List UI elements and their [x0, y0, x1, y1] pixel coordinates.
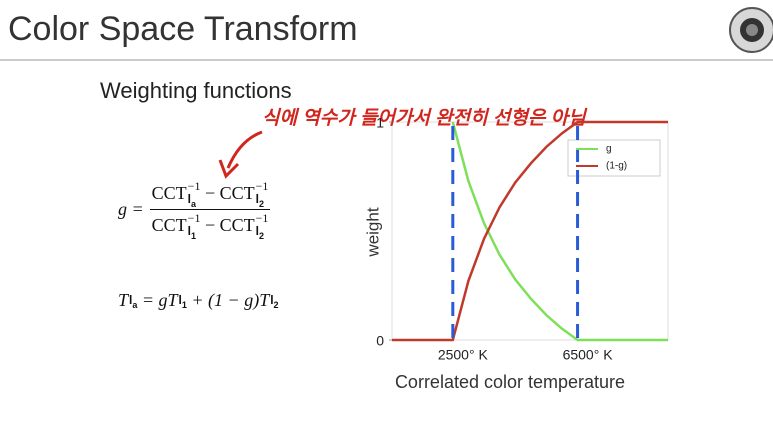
- y-axis-label: weight: [363, 207, 382, 257]
- term-scripts: −1 l2: [255, 179, 269, 210]
- term-sub: la: [129, 292, 138, 310]
- term-scripts: −1 l2: [255, 211, 269, 242]
- x-tick-label: 6500° K: [563, 347, 614, 363]
- term-base: T: [118, 290, 129, 310]
- term-base: = gT: [137, 290, 178, 310]
- x-tick-label: 2500° K: [438, 347, 489, 363]
- term-sup: −1: [255, 211, 269, 225]
- term-sub-letter: l: [178, 292, 182, 307]
- term-subsub: 2: [258, 199, 264, 209]
- y-tick-label: 1: [376, 115, 384, 131]
- term-subsub: 2: [258, 231, 264, 241]
- annotation: 식에 역수가 들어가서 완전히 선형은 아님: [262, 107, 588, 129]
- term-base: CCT: [151, 183, 187, 203]
- plot-frame: [391, 121, 669, 341]
- subtitle: Weighting functions: [100, 78, 292, 103]
- term-scripts: la: [129, 292, 138, 310]
- g-formula: g = CCT −1 la − CCT −1 l2 CCT −1 l1 − CCT −1 l2: [118, 178, 271, 242]
- term-subsub: 1: [191, 231, 197, 241]
- legend-box: [567, 139, 661, 177]
- term-base: − CCT: [200, 215, 255, 235]
- term-sub-letter: l: [129, 292, 133, 307]
- y-tick-label: 0: [376, 333, 384, 349]
- term-sub-letter: l: [255, 192, 259, 206]
- formula-term: CCT −1 l1: [151, 211, 201, 242]
- term-sub: la: [187, 192, 201, 210]
- logo: [729, 7, 773, 53]
- term-subsub: a: [132, 299, 138, 310]
- term-sub: l1: [178, 292, 187, 310]
- term-subsub: 1: [181, 299, 187, 310]
- term-sub: l2: [255, 192, 269, 210]
- term-base: + (1 − g)T: [186, 290, 270, 310]
- term-scripts: l2: [270, 292, 279, 310]
- term-sub-letter: l: [255, 224, 259, 238]
- term-subsub: 2: [273, 299, 279, 310]
- term-sub: l1: [187, 224, 201, 242]
- annotation-arrow: [226, 130, 263, 169]
- series-line: [392, 120, 668, 342]
- term-sub: l2: [270, 292, 279, 310]
- term-sub-letter: l: [187, 224, 192, 238]
- denominator: CCT −1 l1 − CCT −1 l2: [150, 210, 271, 242]
- term-sup: −1: [187, 211, 201, 225]
- formula-term: − CCT −1 l2: [200, 211, 269, 242]
- term-scripts: −1 la: [187, 179, 201, 210]
- formula-term: = gT l1: [137, 290, 187, 311]
- slide-title: Color Space Transform: [8, 10, 358, 48]
- term-scripts: −1 l1: [187, 211, 201, 242]
- term-sub: l2: [255, 224, 269, 242]
- formula-term: − CCT −1 l2: [200, 179, 269, 210]
- x-axis-label: Correlated color temperature: [395, 372, 625, 392]
- term-sup: −1: [255, 179, 269, 193]
- numerator: CCT −1 la − CCT −1 l2: [149, 178, 271, 210]
- term-base: CCT: [151, 215, 187, 235]
- formula-term: CCT −1 la: [151, 179, 201, 210]
- annotation-arrowhead: [218, 159, 240, 179]
- series-line: [451, 121, 668, 342]
- formula-term: + (1 − g)T l2: [186, 290, 279, 311]
- term-subsub: a: [191, 199, 197, 209]
- term-sup: −1: [187, 179, 201, 193]
- term-sub-letter: l: [270, 292, 274, 307]
- term-sub-letter: l: [187, 192, 192, 206]
- legend-label: (1-g): [606, 161, 627, 172]
- legend-label: g: [606, 144, 612, 155]
- formula-lhs: g =: [118, 199, 144, 219]
- term-scripts: l1: [178, 292, 187, 310]
- term-base: − CCT: [200, 183, 255, 203]
- fraction: CCT −1 la − CCT −1 l2 CCT −1 l1 − CCT −1 l2: [149, 178, 271, 242]
